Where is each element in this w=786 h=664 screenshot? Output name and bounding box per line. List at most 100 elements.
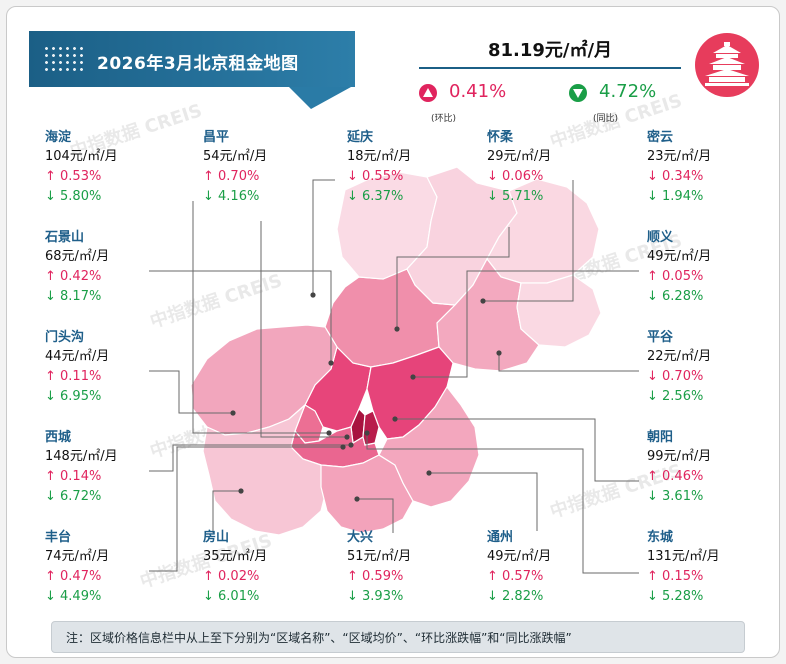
district-fengtai: 丰台 74元/㎡/月 ↑ 0.47% ↓ 4.49% — [45, 528, 195, 607]
district-price: 22元/㎡/月 — [647, 349, 712, 364]
district-yoy: ↓ 3.93% — [347, 589, 404, 604]
leader-line-pinggu — [498, 353, 639, 372]
leader-dot-mentougou — [230, 410, 236, 416]
district-mom: ↑ 0.47% — [45, 569, 102, 584]
district-name: 房山 — [203, 530, 230, 545]
district-shijingshan: 石景山 68元/㎡/月 ↑ 0.42% ↓ 8.17% — [45, 228, 195, 307]
district-mentougou: 门头沟 44元/㎡/月 ↑ 0.11% ↓ 6.95% — [45, 328, 195, 407]
mom-label: (环比) — [431, 114, 457, 124]
district-yoy: ↓ 5.80% — [45, 189, 102, 204]
district-price: 23元/㎡/月 — [647, 149, 712, 164]
district-daxing: 大兴 51元/㎡/月 ↑ 0.59% ↓ 3.93% — [347, 528, 497, 607]
district-pinggu: 平谷 22元/㎡/月 ↓ 0.70% ↓ 2.56% — [647, 328, 779, 407]
map-card: 中指数据 CREIS 中指数据 CREIS 中指数据 CREIS 中指数据 CR… — [6, 6, 780, 658]
district-mom: ↑ 0.70% — [203, 169, 260, 184]
leader-dot-pinggu — [496, 350, 502, 356]
district-yoy: ↓ 4.49% — [45, 589, 102, 604]
district-mom: ↑ 0.11% — [45, 369, 102, 384]
district-price: 131元/㎡/月 — [647, 549, 720, 564]
district-tongzhou: 通州 49元/㎡/月 ↑ 0.57% ↓ 2.82% — [487, 528, 637, 607]
leader-line-huairou — [396, 227, 510, 329]
district-chaoyang: 朝阳 99元/㎡/月 ↑ 0.46% ↓ 3.61% — [647, 428, 779, 507]
district-price: 51元/㎡/月 — [347, 549, 412, 564]
leader-line-tongzhou — [429, 472, 538, 531]
city-average-price: 81.19元/㎡/月 — [487, 40, 613, 61]
leader-line-dongcheng — [366, 433, 639, 574]
leader-line-shijingshan — [149, 270, 332, 363]
yoy-change: 4.72% — [599, 81, 657, 102]
district-price: 74元/㎡/月 — [45, 549, 110, 564]
leader-dot-fengtai — [340, 444, 346, 450]
leader-dot-tongzhou — [426, 470, 432, 476]
district-name: 怀柔 — [487, 130, 514, 145]
district-mom: ↓ 0.34% — [647, 169, 704, 184]
district-yoy: ↓ 5.71% — [487, 189, 544, 204]
divider — [419, 67, 681, 69]
leader-line-shunyi — [413, 270, 639, 378]
map-region-mentougou — [190, 324, 338, 436]
district-yoy: ↓ 6.37% — [347, 189, 404, 204]
district-yoy: ↓ 1.94% — [647, 189, 704, 204]
leader-line-fangshan — [212, 490, 241, 533]
leader-line-miyun — [483, 180, 574, 302]
district-price: 18元/㎡/月 — [347, 149, 412, 164]
district-mom: ↑ 0.14% — [45, 469, 102, 484]
district-price: 68元/㎡/月 — [45, 249, 110, 264]
leader-dot-haidian — [326, 430, 332, 436]
map-region-pinggu — [516, 274, 602, 348]
dot-grid-icon — [43, 45, 85, 75]
mom-change: 0.41% — [449, 81, 507, 102]
district-yanqing: 延庆 18元/㎡/月 ↓ 0.55% ↓ 6.37% — [347, 128, 497, 207]
leader-dot-fangshan — [238, 488, 244, 494]
district-price: 99元/㎡/月 — [647, 449, 712, 464]
leader-line-fengtai — [149, 446, 343, 572]
leader-line-yanqing — [312, 179, 335, 295]
leader-line-xicheng — [149, 444, 351, 472]
district-mom: ↑ 0.57% — [487, 569, 544, 584]
map-region-tongzhou — [378, 385, 480, 508]
district-price: 29元/㎡/月 — [487, 149, 552, 164]
district-changping: 昌平 54元/㎡/月 ↑ 0.70% ↓ 4.16% — [203, 128, 353, 207]
district-miyun: 密云 23元/㎡/月 ↓ 0.34% ↓ 1.94% — [647, 128, 779, 207]
district-price: 54元/㎡/月 — [203, 149, 268, 164]
title-banner-notch — [289, 87, 351, 109]
district-mom: ↑ 0.42% — [45, 269, 102, 284]
district-mom: ↑ 0.15% — [647, 569, 704, 584]
leader-dot-miyun — [480, 298, 486, 304]
leader-dot-dongcheng — [364, 430, 370, 436]
district-name: 延庆 — [347, 130, 374, 145]
district-price: 35元/㎡/月 — [203, 549, 268, 564]
district-yoy: ↓ 6.28% — [647, 289, 704, 304]
district-name: 门头沟 — [45, 330, 85, 345]
district-price: 148元/㎡/月 — [45, 449, 118, 464]
leader-dot-yanqing — [310, 292, 316, 298]
district-price: 104元/㎡/月 — [45, 149, 118, 164]
district-yoy: ↓ 6.72% — [45, 489, 102, 504]
district-name: 东城 — [647, 530, 674, 545]
district-yoy: ↓ 4.16% — [203, 189, 260, 204]
district-price: 44元/㎡/月 — [45, 349, 110, 364]
leader-dot-shijingshan — [328, 360, 334, 366]
district-yoy: ↓ 5.28% — [647, 589, 704, 604]
district-yoy: ↓ 6.01% — [203, 589, 260, 604]
district-yoy: ↓ 2.56% — [647, 389, 704, 404]
district-mom: ↑ 0.53% — [45, 169, 102, 184]
district-yoy: ↓ 8.17% — [45, 289, 102, 304]
leader-dot-changping — [344, 434, 350, 440]
district-mom: ↓ 0.70% — [647, 369, 704, 384]
district-name: 昌平 — [203, 130, 230, 145]
district-name: 大兴 — [347, 530, 374, 545]
district-name: 密云 — [647, 130, 674, 145]
district-name: 平谷 — [647, 330, 674, 345]
district-name: 丰台 — [45, 530, 72, 545]
district-name: 朝阳 — [647, 430, 674, 445]
leader-line-mentougou — [149, 370, 233, 414]
map-region-daxing — [320, 454, 414, 534]
footnote-box: 注：区域价格信息栏中从上至下分别为“区域名称”、“区域均价”、“环比涨跌幅”和“… — [51, 621, 745, 653]
district-yoy: ↓ 6.95% — [45, 389, 102, 404]
district-yoy: ↓ 2.82% — [487, 589, 544, 604]
district-name: 顺义 — [647, 230, 674, 245]
district-mom: ↑ 0.05% — [647, 269, 704, 284]
district-shunyi: 顺义 49元/㎡/月 ↑ 0.05% ↓ 6.28% — [647, 228, 779, 307]
district-name: 西城 — [45, 430, 72, 445]
